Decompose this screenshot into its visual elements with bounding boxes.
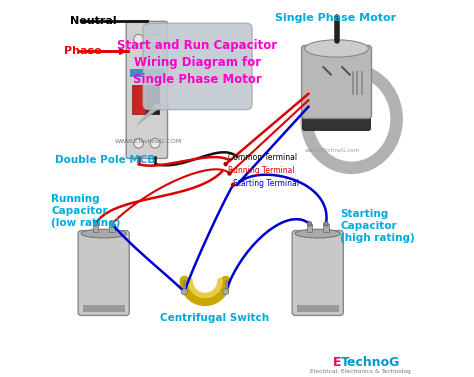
- Text: Single Phase Motor: Single Phase Motor: [274, 12, 396, 23]
- Circle shape: [307, 222, 312, 226]
- Circle shape: [231, 182, 236, 187]
- Text: Common Terminal: Common Terminal: [228, 153, 297, 162]
- FancyBboxPatch shape: [143, 23, 252, 110]
- Text: Double Pole MCB: Double Pole MCB: [55, 155, 155, 166]
- Bar: [82, 305, 125, 313]
- FancyBboxPatch shape: [78, 231, 129, 316]
- Text: Neutral: Neutral: [70, 16, 117, 26]
- Ellipse shape: [305, 40, 368, 57]
- Circle shape: [227, 171, 232, 176]
- Circle shape: [150, 138, 160, 148]
- Polygon shape: [137, 104, 164, 125]
- Bar: [323, 224, 328, 232]
- Text: Running
Capacitor
(low rating): Running Capacitor (low rating): [51, 195, 120, 228]
- Bar: [93, 224, 98, 232]
- Text: WWW.ETechnoG.COM: WWW.ETechnoG.COM: [115, 139, 182, 144]
- Circle shape: [182, 289, 187, 295]
- FancyBboxPatch shape: [301, 46, 372, 118]
- Bar: [109, 224, 115, 232]
- Ellipse shape: [295, 229, 340, 238]
- Bar: [146, 84, 159, 114]
- Text: Centrifugal Switch: Centrifugal Switch: [160, 313, 269, 323]
- Text: E: E: [333, 356, 341, 369]
- Ellipse shape: [81, 229, 126, 238]
- Circle shape: [134, 138, 144, 148]
- Circle shape: [109, 222, 114, 226]
- Circle shape: [324, 222, 328, 226]
- Text: Running Terminal: Running Terminal: [228, 166, 294, 175]
- Bar: [130, 69, 164, 77]
- Circle shape: [134, 34, 144, 44]
- Text: Phase: Phase: [64, 46, 102, 57]
- Text: TechnoG: TechnoG: [341, 356, 401, 369]
- Text: Electrical, Electronics & Technolog: Electrical, Electronics & Technolog: [310, 369, 411, 374]
- Bar: [307, 224, 312, 232]
- Text: Start and Run Capacitor
Wiring Diagram for
Single Phase Motor: Start and Run Capacitor Wiring Diagram f…: [118, 39, 278, 86]
- Bar: [132, 84, 145, 114]
- Circle shape: [223, 162, 228, 166]
- Text: Starting
Capacitor
(high rating): Starting Capacitor (high rating): [340, 210, 415, 243]
- FancyBboxPatch shape: [303, 112, 370, 130]
- Circle shape: [93, 222, 98, 226]
- Circle shape: [150, 34, 160, 44]
- FancyBboxPatch shape: [292, 231, 343, 316]
- FancyBboxPatch shape: [126, 21, 167, 158]
- Bar: [297, 305, 339, 313]
- Text: www.ETechnoG.com: www.ETechnoG.com: [305, 149, 360, 153]
- Circle shape: [223, 289, 229, 295]
- Text: Starting Terminal: Starting Terminal: [233, 179, 299, 188]
